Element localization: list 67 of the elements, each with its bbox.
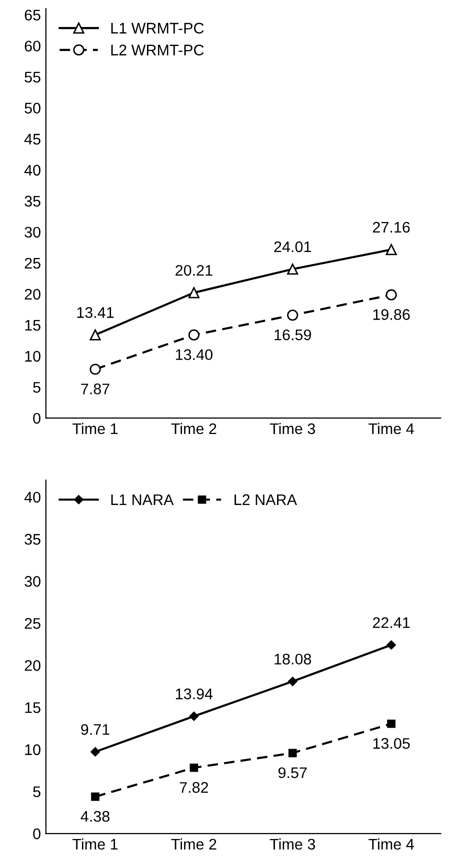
y-tick-label: 5	[33, 382, 40, 393]
data-label: 13.40	[176, 349, 212, 360]
point	[190, 764, 198, 772]
point	[90, 747, 100, 756]
y-tick-label: 35	[24, 196, 40, 207]
data-label: 13.05	[373, 738, 410, 749]
y-tick-label: 40	[24, 164, 40, 176]
data-label: 4.38	[80, 810, 110, 822]
point	[288, 748, 297, 758]
data-label: 13.41	[77, 307, 114, 318]
y-tick-label: 25	[24, 258, 40, 269]
y-tick-label: 15	[25, 320, 40, 331]
y-tick-label: 55	[24, 72, 40, 83]
point	[386, 640, 396, 650]
data-label: 7.87	[81, 384, 110, 394]
data-label: 16.59	[274, 329, 312, 340]
x-tick-label: Time 4	[368, 422, 414, 434]
x-tick-label: Time 1	[72, 838, 118, 850]
legend-label: L2 NARA	[234, 494, 297, 505]
point	[288, 676, 298, 686]
point	[386, 289, 397, 300]
y-tick-label: 30	[24, 576, 40, 587]
point	[387, 720, 396, 728]
y-tick-label: 20	[24, 288, 40, 300]
point	[90, 364, 101, 375]
legend-label: L1 NARA	[111, 494, 174, 505]
data-label: 13.94	[176, 688, 213, 700]
data-label: 24.01	[274, 241, 311, 252]
data-label: 9.57	[278, 767, 307, 778]
data-label: 7.82	[180, 782, 208, 793]
point	[90, 329, 101, 340]
point	[91, 792, 100, 801]
point	[188, 329, 200, 340]
x-tick-label: Time 2	[171, 422, 216, 434]
y-tick-label: 50	[24, 102, 40, 114]
y-tick-label: 20	[24, 660, 40, 671]
data-label: 18.08	[274, 654, 312, 665]
data-label: 9.71	[81, 724, 110, 735]
point	[287, 310, 298, 321]
data-label: 22.41	[372, 617, 410, 628]
x-tick-label: Time 4	[368, 838, 414, 850]
legend-label: L1 WRMT-PC	[111, 22, 204, 34]
y-tick-label: 65	[24, 10, 40, 21]
y-tick-label: 0	[33, 828, 40, 840]
x-tick-label: Time 1	[72, 422, 118, 434]
y-tick-label: 40	[24, 492, 40, 503]
x-tick-label: Time 2	[171, 838, 216, 850]
y-tick-label: 15	[25, 702, 40, 714]
x-tick-label: Time 3	[270, 422, 315, 434]
y-tick-label: 45	[24, 134, 40, 145]
point	[386, 244, 397, 256]
y-tick-label: 30	[24, 226, 40, 238]
y-tick-label: 10	[25, 744, 40, 756]
data-label: 27.16	[372, 222, 410, 233]
y-tick-label: 5	[33, 786, 40, 798]
x-tick-label: Time 3	[270, 838, 315, 850]
y-tick-label: 35	[24, 534, 40, 545]
point	[287, 264, 298, 275]
data-label: 19.86	[373, 309, 410, 320]
y-tick-label: 10	[25, 350, 40, 362]
y-tick-label: 25	[24, 618, 40, 629]
data-label: 20.21	[176, 264, 212, 276]
y-tick-label: 0	[33, 412, 40, 424]
point	[188, 287, 200, 298]
y-tick-label: 60	[24, 40, 40, 52]
legend-label: L2 WRMT-PC	[111, 44, 204, 56]
point	[189, 712, 199, 721]
